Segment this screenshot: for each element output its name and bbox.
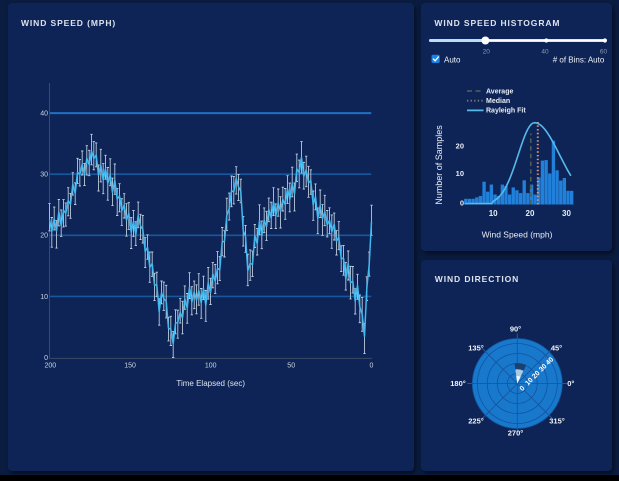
svg-text:# of Bins: Auto: # of Bins: Auto bbox=[553, 56, 605, 65]
svg-text:40: 40 bbox=[541, 49, 549, 56]
svg-text:60: 60 bbox=[600, 49, 608, 56]
svg-text:135°: 135° bbox=[468, 344, 484, 353]
svg-text:Wind Speed (mph): Wind Speed (mph) bbox=[482, 230, 553, 240]
svg-text:0: 0 bbox=[519, 385, 527, 393]
svg-text:20: 20 bbox=[456, 142, 464, 151]
svg-text:20: 20 bbox=[531, 370, 542, 381]
svg-text:50: 50 bbox=[287, 363, 295, 370]
svg-text:Average: Average bbox=[486, 88, 513, 95]
svg-text:315°: 315° bbox=[549, 417, 565, 426]
svg-text:150: 150 bbox=[124, 363, 136, 370]
svg-text:10: 10 bbox=[40, 294, 48, 301]
svg-text:10: 10 bbox=[489, 209, 498, 218]
svg-text:180°: 180° bbox=[450, 379, 466, 388]
svg-text:0°: 0° bbox=[567, 379, 574, 388]
svg-text:0: 0 bbox=[44, 355, 48, 362]
svg-text:20: 20 bbox=[40, 233, 48, 240]
svg-text:30: 30 bbox=[562, 209, 571, 218]
svg-text:0: 0 bbox=[370, 363, 374, 370]
svg-text:0: 0 bbox=[460, 199, 464, 208]
svg-text:20: 20 bbox=[483, 49, 491, 56]
svg-text:10: 10 bbox=[456, 169, 464, 178]
svg-text:40: 40 bbox=[545, 356, 556, 367]
svg-text:Median: Median bbox=[486, 98, 510, 105]
svg-text:Time Elapsed (sec): Time Elapsed (sec) bbox=[176, 379, 245, 388]
svg-text:Auto: Auto bbox=[444, 56, 461, 65]
svg-text:100: 100 bbox=[205, 363, 217, 370]
svg-text:40: 40 bbox=[40, 111, 48, 118]
svg-text:200: 200 bbox=[44, 363, 56, 370]
svg-text:225°: 225° bbox=[468, 417, 484, 426]
svg-text:30: 30 bbox=[40, 172, 48, 179]
svg-text:Number of Samples: Number of Samples bbox=[434, 125, 444, 205]
svg-text:270°: 270° bbox=[508, 429, 524, 438]
svg-text:45°: 45° bbox=[551, 344, 562, 353]
svg-text:30: 30 bbox=[538, 363, 549, 374]
svg-text:10: 10 bbox=[524, 377, 535, 388]
svg-text:20: 20 bbox=[526, 209, 535, 218]
svg-text:Rayleigh Fit: Rayleigh Fit bbox=[486, 108, 526, 115]
svg-text:90°: 90° bbox=[510, 325, 521, 334]
